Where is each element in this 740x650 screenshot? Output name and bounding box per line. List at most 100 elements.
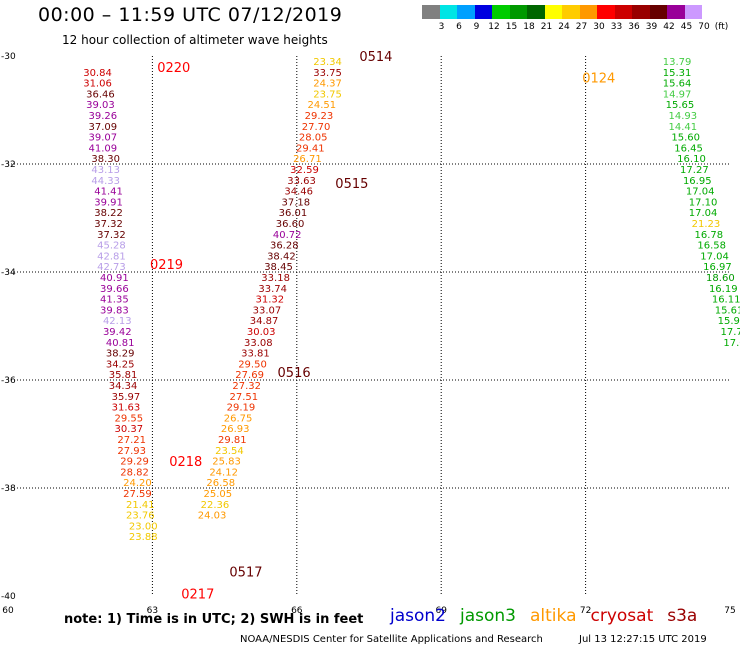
swh-point-label: 15.60 [671, 133, 700, 144]
swh-point-label: 26.71 [293, 154, 322, 165]
swh-point-label: 27.70 [302, 122, 331, 133]
color-legend-swatch [562, 5, 580, 19]
color-legend-label: 15 [505, 22, 518, 32]
swh-point-label: 37.32 [94, 219, 123, 230]
swh-point-label: 23.75 [313, 89, 342, 100]
swh-point-label: 34.87 [250, 316, 279, 327]
pass-time-label: 0218 [169, 455, 202, 470]
color-legend-swatch [474, 5, 492, 19]
swh-point-label: 24.12 [209, 467, 238, 478]
swh-point-label: 36.46 [86, 89, 115, 100]
color-legend-label: 70 [698, 22, 710, 32]
color-legend-label: 33 [610, 22, 623, 32]
swh-point-label: 27.69 [235, 370, 264, 381]
color-legend-labels: 3 6 9 12 15 18 21 24 27 30 33 36 39 42 45 70 (ft) [422, 22, 740, 34]
swh-point-label: 29.41 [296, 143, 325, 154]
color-legend-label: 36 [628, 22, 640, 32]
swh-point-label: 17.71 [720, 327, 740, 338]
swh-point-label: 43.13 [91, 165, 120, 176]
swh-point-label: 17.04 [700, 251, 729, 262]
mission-legend-item: cryosat [590, 606, 654, 626]
x-tick-label: 66 [291, 606, 303, 616]
color-legend-label: 45 [680, 22, 693, 32]
swh-point-label: 24.51 [308, 100, 337, 111]
y-tick-label: -40 [1, 592, 16, 602]
swh-point-label: 36.60 [276, 219, 305, 230]
swh-point-label: 15.64 [663, 79, 692, 90]
swh-point-label: 38.29 [106, 349, 135, 360]
swh-point-label: 15.91 [718, 316, 740, 327]
swh-point-label: 34.25 [106, 359, 135, 370]
swh-point-label: 42.81 [97, 251, 126, 262]
swh-point-label: 39.26 [89, 111, 118, 122]
swh-point-label: 29.19 [227, 403, 256, 414]
mission-legend-item: jason3 [460, 606, 516, 626]
swh-point-label: 39.42 [103, 327, 132, 338]
swh-point-label: 33.74 [258, 284, 287, 295]
swh-point-label: 40.72 [273, 230, 302, 241]
color-legend-swatch [457, 5, 475, 19]
swh-point-label: 35.97 [112, 392, 141, 403]
swh-point-label: 27.32 [232, 381, 261, 392]
swh-point-label: 18.60 [706, 273, 735, 284]
swh-point-label: 27.21 [117, 435, 146, 446]
color-legend-label: (ft) [714, 22, 729, 32]
color-legend-label: 21 [540, 22, 553, 32]
swh-point-label: 26.58 [206, 478, 235, 489]
swh-point-label: 34.34 [109, 381, 138, 392]
swh-point-label: 23.88 [129, 532, 158, 543]
swh-point-label: 37.32 [97, 230, 126, 241]
swh-point-label: 37.18 [282, 197, 311, 208]
pass-time-label: 0514 [359, 50, 392, 65]
x-tick-label: 60 [2, 606, 14, 616]
swh-data-points: 30.8431.0636.4639.0339.2637.0939.0741.09… [83, 57, 740, 543]
swh-point-label: 41.09 [89, 143, 118, 154]
swh-point-label: 21.41 [126, 500, 155, 511]
swh-point-label: 14.97 [663, 89, 692, 100]
color-legend-label: 6 [456, 22, 462, 32]
swh-point-label: 38.22 [94, 208, 123, 219]
swh-point-label: 33.08 [244, 338, 273, 349]
swh-point-label: 16.97 [703, 262, 732, 273]
swh-point-label: 29.23 [305, 111, 334, 122]
swh-point-label: 31.63 [112, 403, 141, 414]
swh-point-label: 23.00 [129, 521, 158, 532]
swh-point-label: 33.07 [253, 305, 282, 316]
color-legend-label: 42 [663, 22, 675, 32]
swh-point-label: 29.29 [120, 457, 149, 468]
swh-point-label: 16.11 [712, 295, 740, 306]
footer-timestamp: Jul 13 12:27:15 UTC 2019 [579, 634, 707, 645]
swh-point-label: 13.79 [663, 57, 692, 68]
swh-point-label: 44.33 [91, 176, 120, 187]
color-legend-swatch [649, 5, 667, 19]
color-legend-swatch [527, 5, 545, 19]
swh-point-label: 27.93 [117, 446, 146, 457]
page-title: 00:00 – 11:59 UTC 07/12/2019 [38, 4, 343, 26]
mission-legend-item: jason2 [390, 606, 446, 626]
color-legend-swatch [684, 5, 702, 19]
swh-point-label: 16.95 [683, 176, 712, 187]
mission-legend-item: s3a [667, 606, 698, 626]
swh-point-label: 29.50 [238, 359, 267, 370]
swh-point-label: 17.04 [686, 187, 715, 198]
swh-point-label: 16.45 [674, 143, 703, 154]
swh-point-label: 30.03 [247, 327, 276, 338]
swh-point-label: 30.37 [114, 424, 143, 435]
swh-point-label: 24.20 [123, 478, 152, 489]
color-legend-swatch [579, 5, 597, 19]
swh-point-label: 15.65 [666, 100, 695, 111]
swh-point-label: 17.04 [689, 208, 718, 219]
color-legend-label: 12 [488, 22, 500, 32]
pass-time-label: 0220 [157, 61, 190, 76]
map-grid [8, 56, 730, 596]
footer-note: note: 1) Time is in UTC; 2) SWH is in fe… [64, 612, 364, 627]
color-legend-label: 30 [593, 22, 605, 32]
color-legend-swatch [492, 5, 510, 19]
swh-point-label: 41.35 [100, 295, 129, 306]
y-tick-label: -32 [1, 160, 16, 170]
swh-point-label: 16.10 [677, 154, 706, 165]
color-legend-swatch [544, 5, 562, 19]
swh-point-label: 23.76 [126, 511, 155, 522]
color-legend-label: 27 [575, 22, 588, 32]
swh-point-label: 29.55 [114, 413, 143, 424]
